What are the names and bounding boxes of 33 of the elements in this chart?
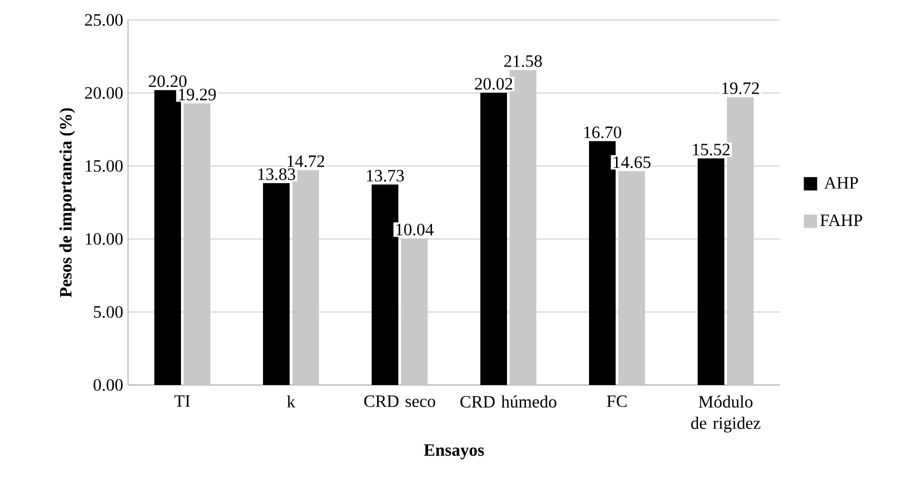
x-tick-label: TI (174, 395, 190, 407)
y-tick-label: 10.00 (86, 233, 123, 245)
data-label: 13.83 (258, 168, 296, 180)
data-label: 20.02 (474, 78, 512, 90)
y-tick-label: 25.00 (85, 14, 123, 26)
y-axis-title: Pesos de importancia (%) (59, 108, 76, 298)
data-label: 10.04 (396, 224, 434, 236)
y-tick-label: 20.00 (85, 87, 123, 99)
bar (263, 183, 290, 385)
data-label: 14.65 (614, 156, 650, 168)
bar (698, 158, 724, 385)
data-label: 20.20 (148, 75, 187, 88)
data-label: 21.58 (504, 55, 542, 68)
data-label: 19.72 (722, 82, 759, 94)
bar (480, 92, 507, 385)
data-label: 13.73 (367, 170, 404, 182)
legend-label: AHP (824, 177, 858, 189)
bar (618, 171, 645, 385)
y-tick-label: 5.00 (94, 306, 123, 318)
data-label: 15.52 (693, 144, 730, 156)
x-tick-label: CRD húmedo (460, 395, 556, 408)
data-label: 19.29 (179, 88, 216, 100)
legend-label: FAHP (820, 214, 862, 226)
x-tick-label: CRD seco (364, 395, 436, 408)
x-tick-label: FC (606, 395, 627, 408)
bar (401, 238, 428, 385)
x-tick-label: Módulo de rigidez (691, 395, 760, 433)
y-tick-label: 15.00 (86, 160, 123, 172)
data-label: 14.72 (288, 155, 324, 168)
y-tick-label: 0.00 (94, 379, 123, 391)
x-tick-label: k (287, 395, 296, 408)
data-label: 16.70 (584, 126, 622, 138)
x-axis-title: Ensayos (424, 444, 484, 460)
